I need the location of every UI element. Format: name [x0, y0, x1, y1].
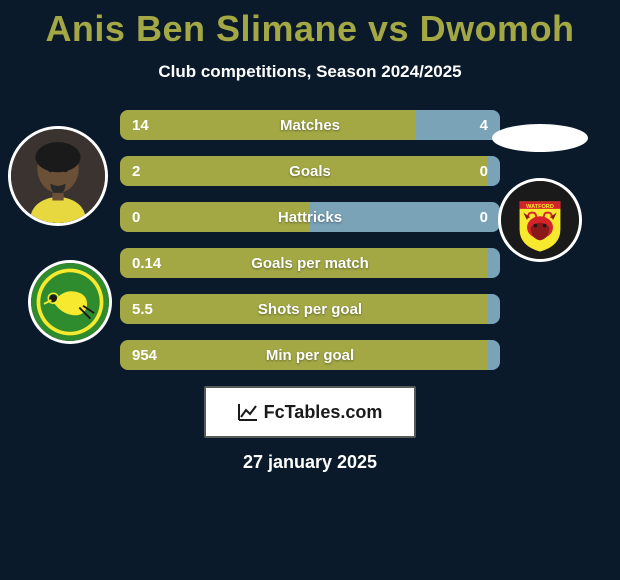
stat-row: 20Goals	[120, 156, 500, 186]
stat-right-value: 0	[310, 202, 500, 232]
subtitle: Club competitions, Season 2024/2025	[0, 62, 620, 82]
fctables-label: FcTables.com	[264, 402, 383, 423]
stat-left-value: 0	[120, 202, 310, 232]
stat-left-value: 2	[120, 156, 488, 186]
page-title: Anis Ben Slimane vs Dwomoh	[0, 8, 620, 50]
stat-row: 0.14Goals per match	[120, 248, 500, 278]
date-label: 27 january 2025	[0, 452, 620, 473]
stat-row: 00Hattricks	[120, 202, 500, 232]
stat-right-value: 4	[416, 110, 500, 140]
fctables-badge[interactable]: FcTables.com	[204, 386, 416, 438]
club-left-badge	[28, 260, 112, 344]
stat-left-value: 5.5	[120, 294, 488, 324]
club-right-badge: WATFORD	[498, 178, 582, 262]
player-left-avatar	[8, 126, 108, 226]
stat-right-value: 0	[488, 156, 500, 186]
stat-right-value	[488, 248, 500, 278]
player-right-placeholder	[492, 124, 588, 152]
comparison-card: Anis Ben Slimane vs Dwomoh Club competit…	[0, 0, 620, 580]
chart-icon	[238, 403, 258, 421]
stat-row: 5.5Shots per goal	[120, 294, 500, 324]
stat-right-value	[488, 294, 500, 324]
stat-row: 954Min per goal	[120, 340, 500, 370]
stat-left-value: 954	[120, 340, 488, 370]
stat-right-value	[488, 340, 500, 370]
stat-left-value: 0.14	[120, 248, 488, 278]
svg-text:WATFORD: WATFORD	[526, 204, 554, 210]
stat-left-value: 14	[120, 110, 416, 140]
stat-row: 144Matches	[120, 110, 500, 140]
